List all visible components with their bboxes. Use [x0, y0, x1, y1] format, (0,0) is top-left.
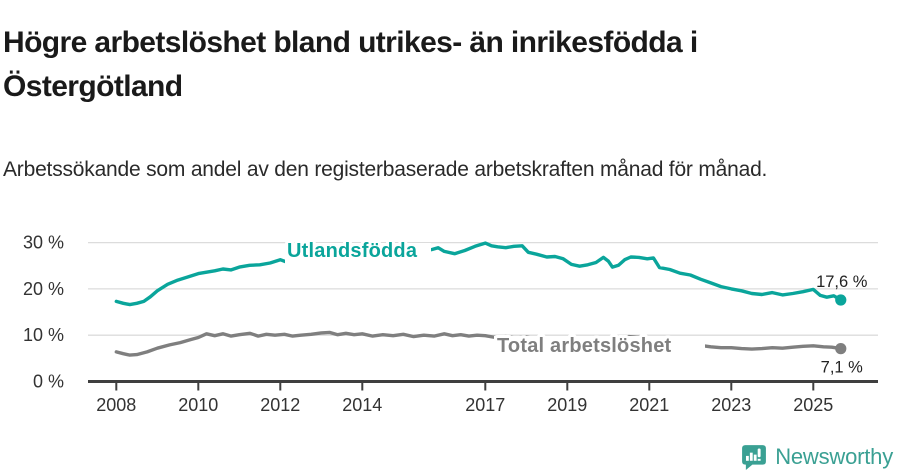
brand-footer: Newsworthy: [741, 444, 893, 470]
series-label-mask-utlandsf-dda: [285, 243, 431, 264]
title-line-1: Högre arbetslöshet bland utrikes- än inr…: [3, 26, 698, 60]
end-value-label-total-arbetsl-shet: 7,1 %: [821, 359, 864, 377]
y-axis-label-20: 20 %: [23, 279, 64, 299]
series-label-total-arbetsl-shet: Total arbetslöshet: [497, 335, 672, 357]
x-axis-label-2008: 2008: [96, 395, 136, 415]
x-axis-label-2012: 2012: [260, 395, 300, 415]
title-line-2: Östergötland: [3, 70, 183, 104]
y-axis-label-30: 30 %: [23, 233, 64, 253]
series-endpoint-utlandsf-dda: [835, 294, 847, 306]
x-axis-label-2010: 2010: [178, 395, 218, 415]
end-value-label-utlandsf-dda: 17,6 %: [816, 273, 868, 291]
series-endpoint-total-arbetsl-shet: [835, 343, 847, 355]
x-axis-label-2023: 2023: [711, 395, 751, 415]
series-label-utlandsf-dda: Utlandsfödda: [287, 240, 418, 262]
x-axis-label-2014: 2014: [342, 395, 382, 415]
y-axis-label-0: 0 %: [33, 372, 64, 392]
page-title: Högre arbetslöshet bland utrikes- än inr…: [3, 21, 863, 109]
series-line-utlandsf-dda: [114, 241, 843, 307]
x-axis-label-2017: 2017: [465, 395, 505, 415]
brand-name: Newsworthy: [775, 444, 893, 469]
x-axis-label-2019: 2019: [547, 395, 587, 415]
newsworthy-logo-icon: [742, 445, 767, 470]
x-axis-label-2021: 2021: [629, 395, 669, 415]
y-axis-label-10: 10 %: [23, 325, 64, 345]
series-line-total-arbetsl-shet: [114, 330, 843, 357]
series-label-mask-total-arbetsl-shet: [494, 336, 705, 357]
chart-subtitle: Arbetssökande som andel av den registerb…: [3, 158, 768, 181]
x-axis-label-2025: 2025: [793, 395, 833, 415]
